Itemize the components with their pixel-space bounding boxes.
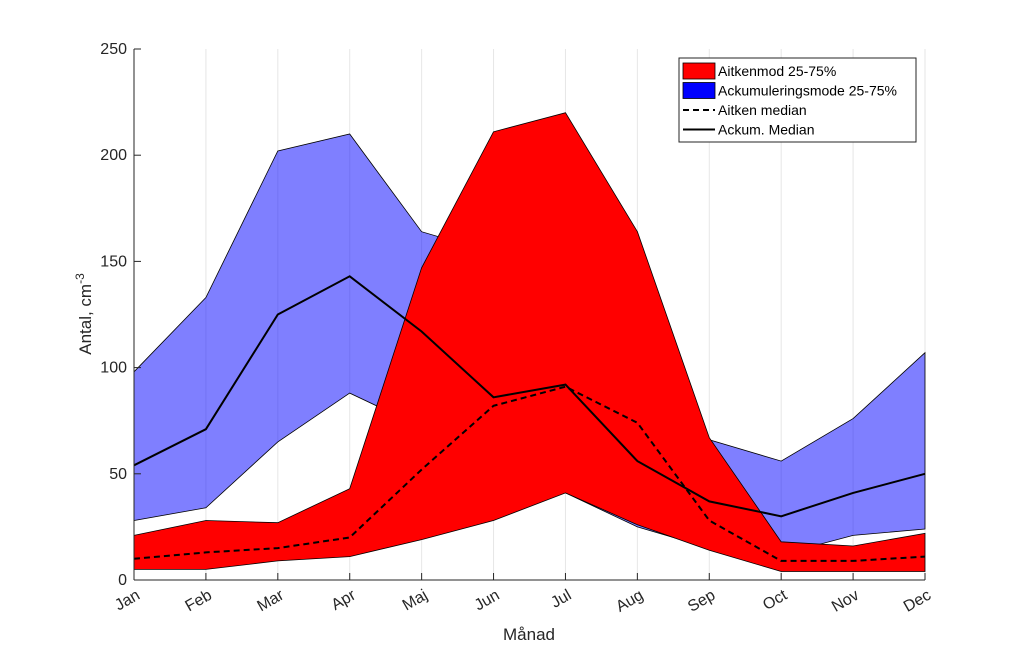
legend-box <box>678 57 917 143</box>
x-tick-label-sep: Sep <box>685 587 718 616</box>
x-tick-label-jun: Jun <box>472 587 503 615</box>
x-tick-label-nov: Nov <box>829 587 862 616</box>
legend-label-aitkenmod-25-75: Aitkenmod 25-75% <box>718 63 836 79</box>
legend: Aitkenmod 25-75% Ackumuleringsmode 25-75%… <box>678 57 917 143</box>
x-tick-label-dec: Dec <box>901 587 934 616</box>
x-tick-label-oct: Oct <box>760 586 791 613</box>
y-tick-label-200: 200 <box>100 147 127 164</box>
series-line-aitken-median <box>133 385 926 562</box>
y-tick-label-0: 0 <box>118 572 127 589</box>
y-tick-label-150: 150 <box>100 253 127 270</box>
x-tick-label-jan: Jan <box>112 587 143 615</box>
median-lines <box>133 275 926 562</box>
y-axis-title: Antal, cm-3 <box>73 273 95 355</box>
band-areas <box>133 112 926 572</box>
series-line-ackum-median <box>133 275 926 518</box>
legend-swatch-aitkenmod-25-75 <box>682 62 716 80</box>
x-axis-title: Månad <box>503 625 555 644</box>
legend-label-ackum-median: Ackum. Median <box>718 122 814 138</box>
x-tick-labels: Jan Feb Mar Apr Maj Jun Jul Aug Sep Oct Nov Dec <box>112 586 934 615</box>
y-tick-label-50: 50 <box>109 466 127 483</box>
legend-label-ackumuleringsmode-25-75: Ackumuleringsmode 25-75% <box>718 83 897 99</box>
y-axis-title-superscript: -3 <box>73 273 87 284</box>
x-tick-label-aug: Aug <box>613 587 646 616</box>
x-tick-label-jul: Jul <box>548 587 574 612</box>
legend-swatch-ackumuleringsmode-25-75 <box>682 82 716 99</box>
x-tick-label-mar: Mar <box>254 586 287 615</box>
y-tick-labels: 0 50 100 150 200 250 <box>100 41 127 589</box>
x-tick-label-maj: Maj <box>400 587 431 615</box>
axes <box>133 48 926 581</box>
y-axis-title-main: Antal, cm <box>76 284 95 355</box>
y-tick-label-250: 250 <box>100 41 127 58</box>
legend-label-aitken-median: Aitken median <box>718 102 807 118</box>
x-tick-label-apr: Apr <box>329 586 360 614</box>
y-tick-label-100: 100 <box>100 360 127 377</box>
band-aitkenmod-25-75 <box>133 112 926 572</box>
x-tick-label-feb: Feb <box>183 587 215 616</box>
